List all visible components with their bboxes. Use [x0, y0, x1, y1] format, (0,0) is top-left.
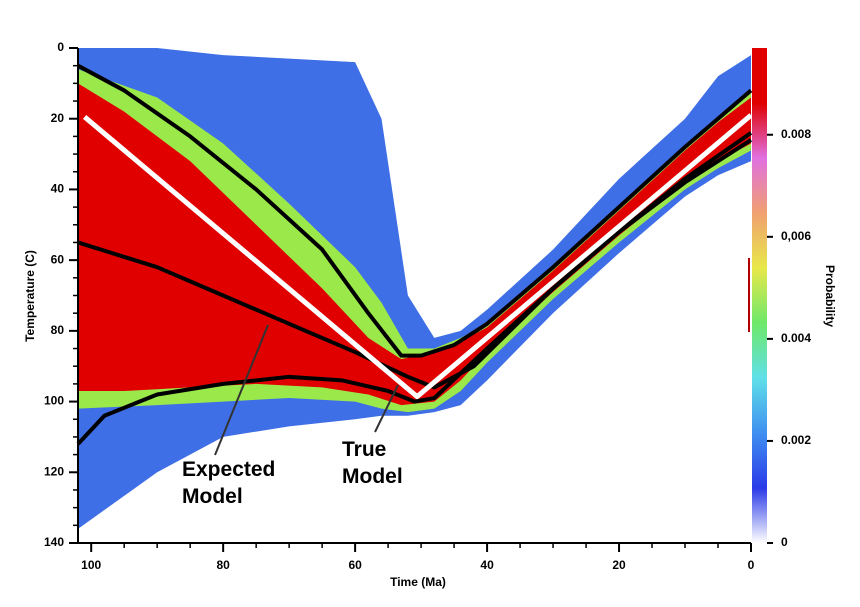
annotation-pointer — [374, 384, 399, 433]
colorbar-label: Probability — [823, 265, 837, 327]
annotation: Expected Model — [182, 458, 281, 508]
y-tick-label: 60 — [51, 252, 65, 266]
x-tick-label: 40 — [480, 558, 494, 572]
x-tick-label: 80 — [216, 558, 230, 572]
y-tick-label: 100 — [44, 394, 64, 408]
y-tick-label: 40 — [51, 182, 65, 196]
colorbar-tick-label: 0,006 — [781, 229, 811, 243]
model-line — [76, 138, 753, 446]
y-tick-label: 80 — [51, 323, 65, 337]
x-tick-label: 20 — [612, 558, 626, 572]
colorbar — [752, 48, 767, 543]
x-axis-label: Time (Ma) — [390, 575, 446, 589]
model-line — [82, 113, 753, 400]
colorbar-tick-label: 0.004 — [781, 331, 811, 345]
y-tick-label: 140 — [44, 535, 64, 549]
y-tick-label: 0 — [57, 40, 64, 54]
x-tick-label: 0 — [748, 558, 755, 572]
y-tick-label: 20 — [51, 111, 65, 125]
colorbar-tick-label: 0 — [781, 535, 788, 549]
colorbar-tick-label: 0.008 — [781, 127, 811, 141]
x-tick-label: 100 — [81, 558, 101, 572]
annotation-pointer — [214, 324, 269, 456]
model-line — [77, 63, 753, 358]
y-tick-label: 120 — [44, 464, 64, 478]
colorbar-tick-label: 0.002 — [781, 433, 811, 447]
density-band — [78, 83, 751, 406]
y-axis-label: Temperature (C) — [23, 250, 37, 342]
annotation: True Model — [342, 438, 403, 488]
x-tick-label: 60 — [348, 558, 362, 572]
